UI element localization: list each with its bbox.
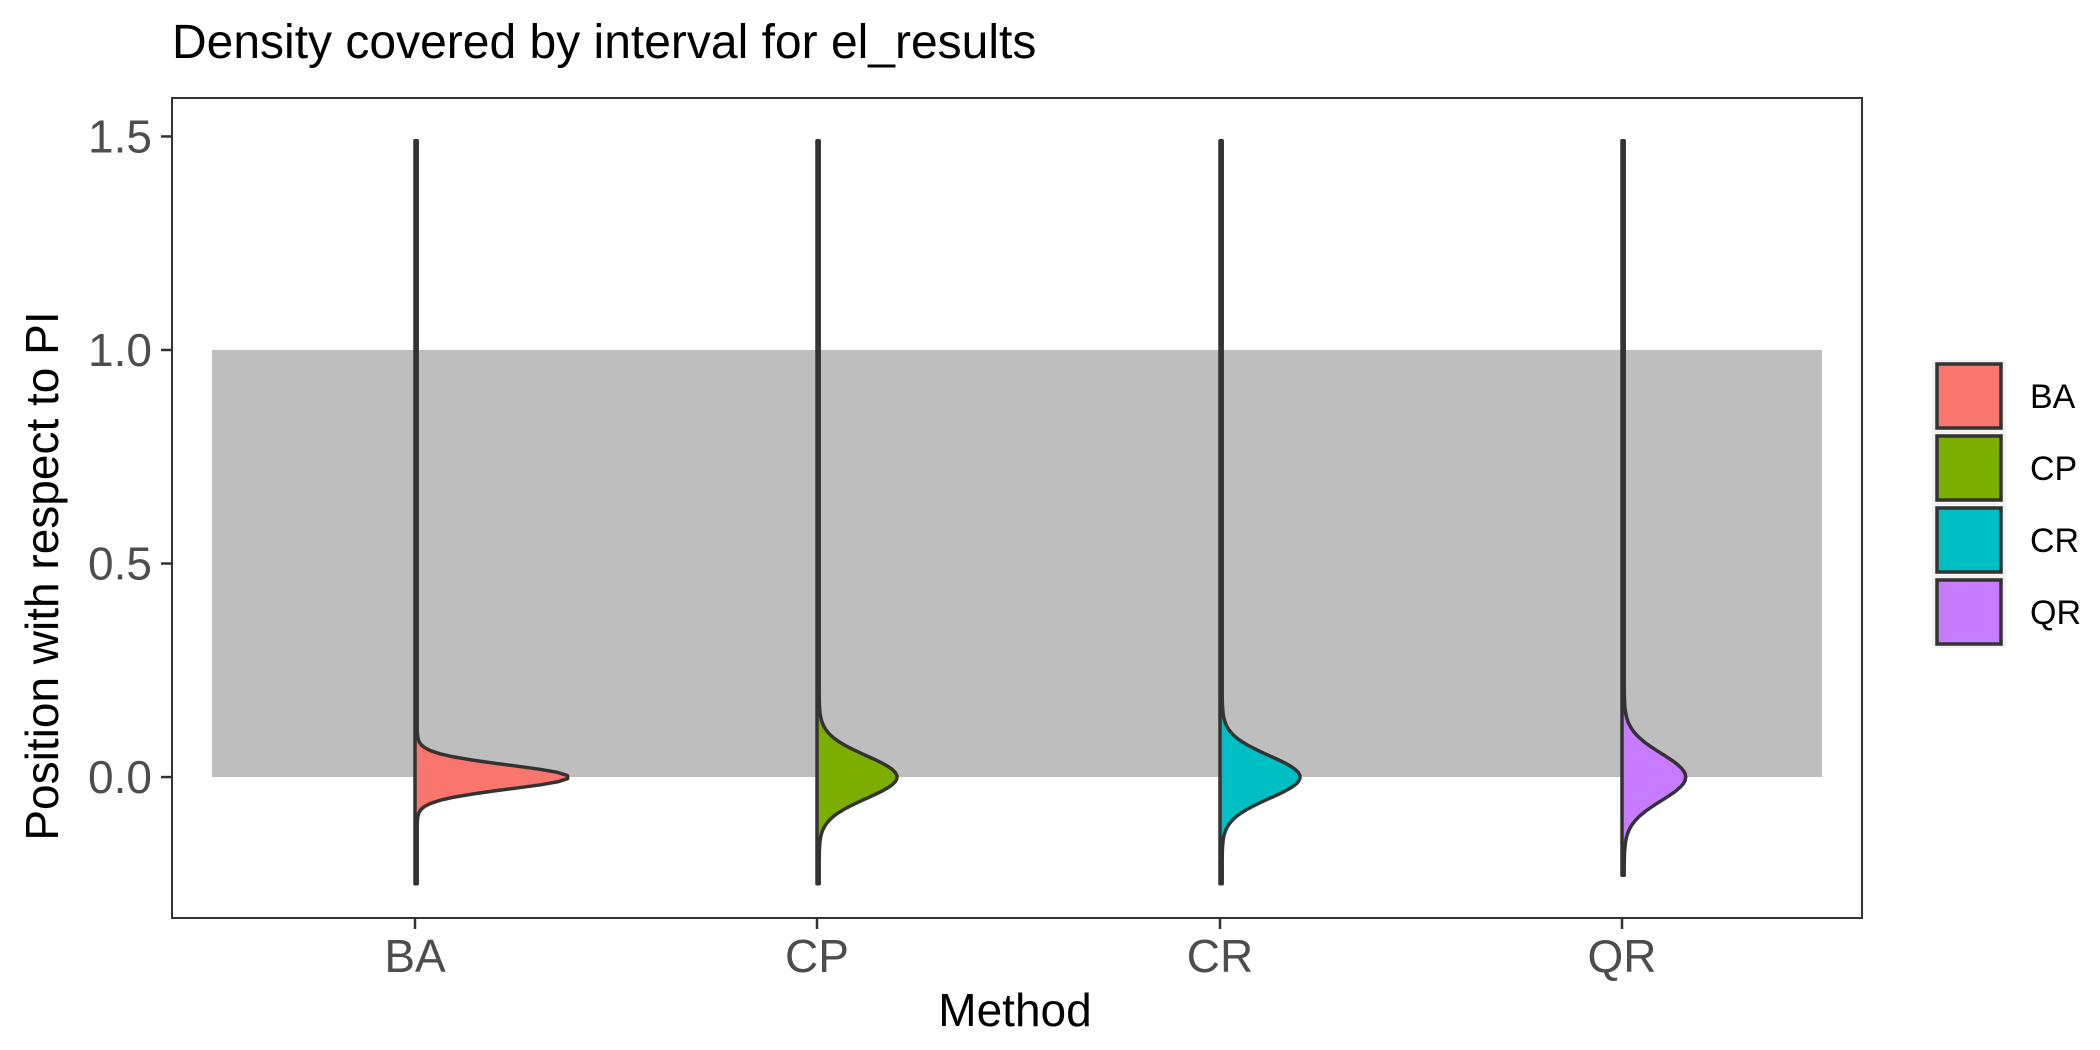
legend-swatch-cp xyxy=(1935,434,2003,502)
coverage-band xyxy=(212,349,1822,778)
legend-label-cp: CP xyxy=(2030,450,2077,488)
legend-label-ba: BA xyxy=(2030,378,2076,416)
x-tick-label-ba: BA xyxy=(384,930,446,982)
legend-swatch-qr xyxy=(1935,578,2003,646)
legend-label-cr: CR xyxy=(2030,522,2079,560)
y-axis-ticks: 0.0 0.5 1.0 1.5 xyxy=(88,110,172,803)
y-tick-label: 0.0 xyxy=(88,751,152,803)
y-tick-label: 0.5 xyxy=(88,538,152,590)
y-tick-label: 1.0 xyxy=(88,324,152,376)
panel-border xyxy=(171,97,1863,919)
legend-label-qr: QR xyxy=(2030,594,2081,632)
plot-panel xyxy=(171,97,1863,919)
x-axis-label: Method xyxy=(938,984,1091,1036)
violin-ba xyxy=(413,138,570,886)
violin-cp xyxy=(815,138,899,886)
x-tick-label-cr: CR xyxy=(1187,930,1253,982)
x-tick-label-qr: QR xyxy=(1588,930,1657,982)
legend-swatch-ba xyxy=(1935,362,2003,430)
legend-swatch-cr xyxy=(1935,506,2003,574)
legend: BA CP CR QR xyxy=(1932,360,2081,648)
y-axis-label: Position with respect to PI xyxy=(16,311,68,840)
x-tick-label-cp: CP xyxy=(785,930,849,982)
violin-qr xyxy=(1620,138,1688,878)
chart-title: Density covered by interval for el_resul… xyxy=(172,16,1036,69)
violin-cr xyxy=(1218,138,1302,886)
y-tick-label: 1.5 xyxy=(88,110,152,162)
x-axis-ticks: BA CP CR QR xyxy=(384,918,1657,982)
